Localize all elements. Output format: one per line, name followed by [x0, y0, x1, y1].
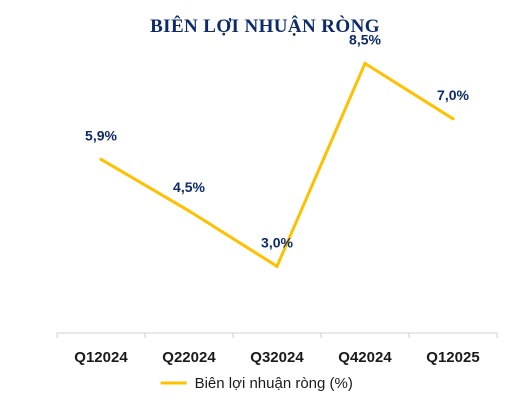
data-point: [451, 117, 455, 121]
x-tick-label: Q22024: [162, 349, 216, 366]
data-point: [99, 157, 103, 161]
x-tick-label: Q12025: [426, 349, 479, 366]
data-label: 5,9%: [85, 127, 117, 143]
legend-label: Biên lợi nhuận ròng (%): [195, 375, 353, 392]
data-point: [275, 264, 279, 268]
data-label: 4,5%: [173, 179, 205, 195]
chart-title: BIÊN LỢI NHUẬN RÒNG: [150, 16, 380, 37]
data-label: 8,5%: [349, 31, 381, 47]
x-tick-label: Q42024: [338, 349, 392, 366]
x-tick-label: Q12024: [74, 349, 128, 366]
x-tick-label: Q32024: [250, 349, 304, 366]
data-label: 7,0%: [437, 87, 469, 103]
data-label: 3,0%: [261, 234, 293, 250]
data-point: [363, 61, 367, 66]
data-point: [187, 209, 191, 213]
